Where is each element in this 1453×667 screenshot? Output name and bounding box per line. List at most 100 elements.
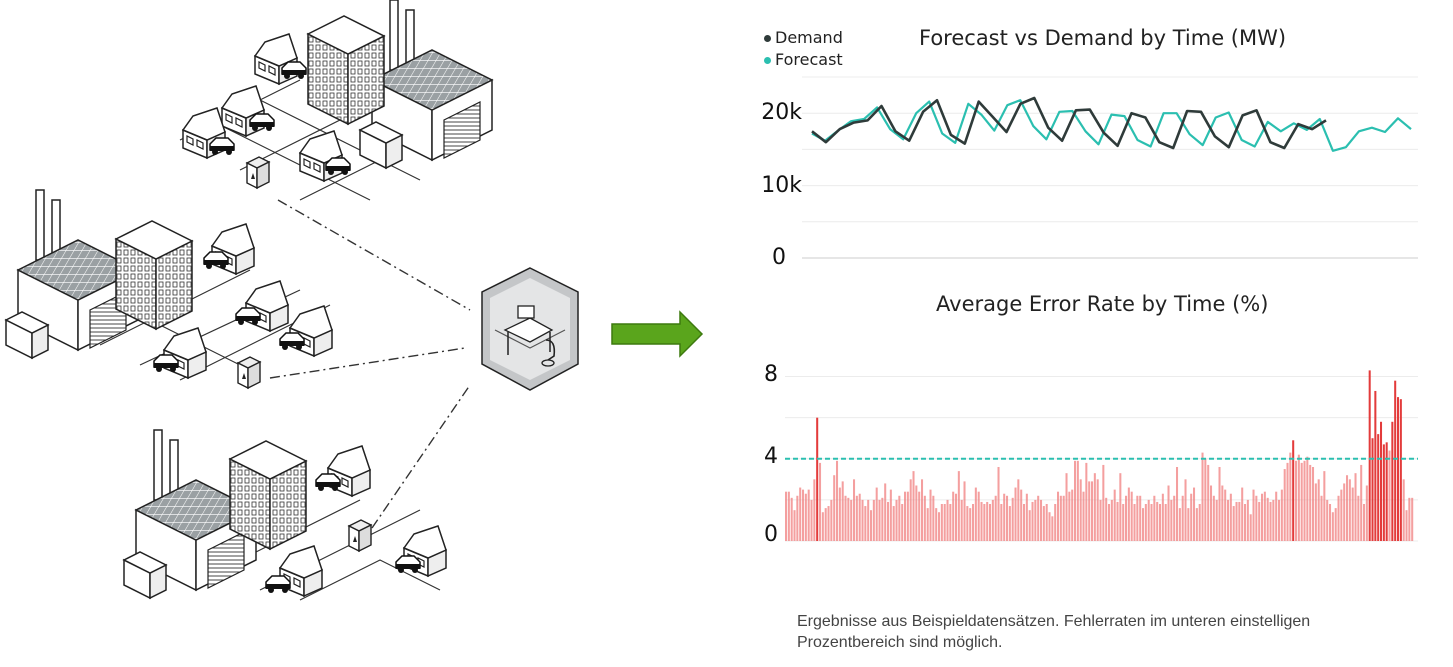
error-bar: [921, 479, 924, 541]
error-bar: [1380, 421, 1383, 541]
smart-meter-icon: [246, 156, 270, 189]
error-bar: [813, 479, 816, 541]
error-bar: [935, 508, 938, 541]
error-bar: [1020, 489, 1023, 541]
error-bar: [1351, 487, 1354, 541]
error-bar: [838, 487, 841, 541]
error-bar: [938, 512, 941, 541]
error-bar: [955, 493, 958, 541]
error-bar: [1144, 504, 1147, 541]
error-bar: [1235, 501, 1238, 541]
error-bar: [1139, 495, 1142, 541]
error-bar: [1062, 495, 1065, 541]
error-bar: [1363, 504, 1366, 541]
error-bar: [901, 504, 904, 541]
control-center-icon: [481, 267, 579, 391]
error-bar: [858, 493, 861, 541]
error-bar: [1280, 489, 1283, 541]
error-bar: [1201, 452, 1204, 541]
error-bar: [1028, 510, 1031, 541]
error-bar: [986, 501, 989, 541]
error-bar: [906, 491, 909, 541]
error-bar: [1258, 501, 1261, 541]
error-bar: [830, 499, 833, 541]
office-building-icon: [229, 440, 307, 550]
error-bar: [932, 495, 935, 541]
error-bar: [977, 491, 980, 541]
error-bar: [904, 491, 907, 541]
error-bar: [881, 497, 884, 541]
error-bar: [1252, 489, 1255, 541]
error-bar: [997, 467, 1000, 541]
house-icon: [211, 223, 255, 275]
error-bar: [912, 471, 915, 541]
error-bar: [1229, 493, 1232, 541]
error-bar: [1275, 491, 1278, 541]
error-bar: [1054, 504, 1057, 541]
error-bar: [1122, 504, 1125, 541]
error-bar: [847, 497, 850, 541]
error-bar: [1181, 495, 1184, 541]
error-bar: [1340, 489, 1343, 541]
error-bar: [870, 510, 873, 541]
error-bar: [1161, 493, 1164, 541]
cluster-top: [179, 0, 493, 201]
error-bar: [1023, 504, 1026, 541]
energy-network-illustration: [5, 0, 704, 601]
error-bar: [1382, 444, 1385, 541]
error-bar: [1292, 440, 1295, 541]
car-icon: [395, 555, 421, 574]
error-bar: [1411, 497, 1414, 541]
error-bar: [1093, 473, 1096, 541]
error-bar: [1289, 452, 1292, 541]
error-bar: [994, 495, 997, 541]
error-bar: [1212, 495, 1215, 541]
error-bar: [1204, 458, 1207, 541]
error-bar: [1074, 460, 1077, 541]
error-bar: [1164, 504, 1167, 541]
error-bar: [1399, 399, 1402, 541]
error-bar: [841, 481, 844, 541]
error-bar: [850, 499, 853, 541]
error-bar: [1309, 464, 1312, 541]
error-bar: [1006, 495, 1009, 541]
line-y-tick-0: 0: [772, 245, 786, 270]
error-bar: [989, 504, 992, 541]
error-bar: [966, 506, 969, 541]
error-bar: [872, 499, 875, 541]
error-bar: [1156, 501, 1159, 541]
error-bar: [790, 497, 793, 541]
error-bar: [1003, 493, 1006, 541]
series-line-demand: [811, 96, 1327, 150]
error-bar: [1076, 460, 1079, 541]
arrow-right-icon: [611, 310, 704, 358]
error-bar: [878, 499, 881, 541]
error-bar: [1261, 493, 1264, 541]
error-bar: [1357, 495, 1360, 541]
error-bar: [972, 504, 975, 541]
legend-item-demand: Demand: [764, 27, 843, 49]
error-bar: [1096, 479, 1099, 541]
error-bar: [833, 475, 836, 541]
line-y-tick-10k: 10k: [761, 173, 802, 198]
error-bar: [1221, 485, 1224, 541]
error-bar: [1210, 485, 1213, 541]
cluster-middle: [5, 189, 333, 389]
error-bar: [1150, 504, 1153, 541]
error-bar: [1108, 504, 1111, 541]
error-bar: [819, 462, 822, 541]
error-bar: [1295, 460, 1298, 541]
error-bar: [864, 506, 867, 541]
error-bar: [1232, 506, 1235, 541]
error-bar: [1249, 514, 1252, 541]
forecast-demand-line-chart: [802, 76, 1418, 259]
error-bar: [796, 495, 799, 541]
error-bar: [1130, 491, 1133, 541]
error-bar: [1207, 464, 1210, 541]
error-bar: [1215, 499, 1218, 541]
error-bar: [1082, 491, 1085, 541]
error-bar: [1334, 508, 1337, 541]
error-bar: [1176, 467, 1179, 541]
error-bar: [1153, 495, 1156, 541]
error-bar: [836, 460, 839, 541]
